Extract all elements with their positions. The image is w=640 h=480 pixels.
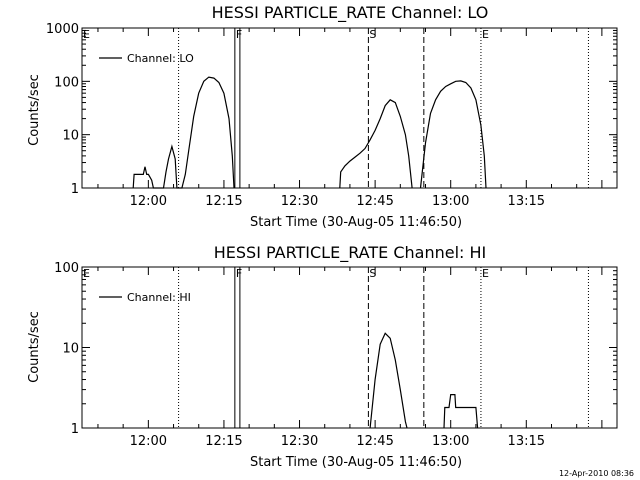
x-tick-label: 12:00: [130, 434, 167, 449]
event-marker-label: E: [482, 267, 489, 280]
event-marker-label: E: [83, 28, 90, 41]
data-series-line: [132, 76, 235, 189]
x-axis-label: Start Time (30-Aug-05 11:46:50): [250, 455, 462, 470]
y-tick-label: 100: [54, 75, 79, 90]
y-axis-label: Counts/sec: [27, 74, 42, 146]
y-tick-label: 1: [71, 182, 79, 197]
event-marker-label: F: [236, 267, 242, 280]
x-tick-label: 12:45: [356, 434, 393, 449]
event-marker-label: F: [236, 28, 242, 41]
x-axis-label: Start Time (30-Aug-05 11:46:50): [250, 215, 462, 230]
x-tick-label: 12:30: [281, 434, 318, 449]
x-tick-label: 13:15: [508, 434, 545, 449]
chart-title: HESSI PARTICLE_RATE Channel: HI: [214, 243, 487, 263]
legend-label: Channel: LO: [127, 52, 194, 65]
x-tick-label: 12:30: [281, 194, 318, 209]
data-series-line: [339, 99, 413, 189]
x-tick-label: 12:15: [205, 194, 242, 209]
x-tick-label: 12:45: [356, 194, 393, 209]
y-tick-label: 10: [62, 129, 79, 144]
event-marker-label: S: [369, 28, 376, 41]
data-series-line: [443, 394, 479, 429]
x-tick-label: 13:00: [432, 194, 469, 209]
x-tick-label: 12:00: [130, 194, 167, 209]
data-series-line: [369, 332, 408, 429]
chart-title: HESSI PARTICLE_RATE Channel: LO: [212, 3, 489, 23]
x-tick-label: 12:15: [205, 434, 242, 449]
y-tick-label: 1000: [46, 22, 79, 37]
event-marker-label: E: [83, 267, 90, 280]
event-marker-label: S: [369, 267, 376, 280]
y-tick-label: 10: [62, 342, 79, 357]
legend-label: Channel: HI: [127, 291, 191, 304]
x-tick-label: 13:00: [432, 434, 469, 449]
generation-timestamp: 12-Apr-2010 08:36: [559, 469, 634, 478]
x-tick-label: 13:15: [508, 194, 545, 209]
hi-channel-panel: HESSI PARTICLE_RATE Channel: HI Counts/s…: [27, 243, 618, 470]
y-axis-label: Counts/sec: [27, 311, 42, 383]
y-tick-label: 1: [71, 422, 79, 437]
data-series-line: [419, 80, 487, 189]
lo-channel-panel: HESSI PARTICLE_RATE Channel: LO Counts/s…: [27, 3, 618, 230]
y-tick-label: 100: [54, 261, 79, 276]
event-marker-label: E: [482, 28, 489, 41]
